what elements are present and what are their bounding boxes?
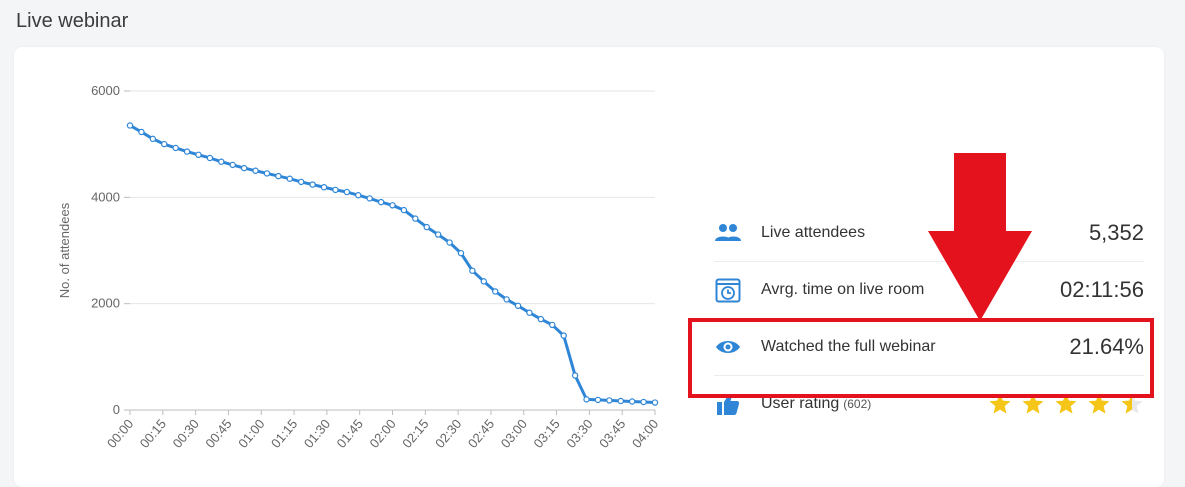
data-point bbox=[355, 192, 362, 199]
stat-watched-full: Watched the full webinar 21.64% bbox=[714, 319, 1144, 376]
stat-user-rating: User rating (602) bbox=[714, 376, 1144, 432]
data-point bbox=[366, 195, 373, 202]
data-point bbox=[571, 372, 579, 379]
x-tick-label: 01:45 bbox=[334, 416, 366, 451]
stat-label: User rating (602) bbox=[761, 395, 871, 413]
data-point bbox=[161, 140, 168, 148]
y-axis-label: No. of attendees bbox=[57, 202, 72, 298]
data-point bbox=[343, 188, 351, 196]
data-point bbox=[640, 398, 647, 406]
data-point bbox=[446, 239, 453, 246]
data-point bbox=[492, 288, 499, 295]
x-tick-label: 02:00 bbox=[366, 416, 398, 451]
x-tick-label: 02:30 bbox=[432, 416, 464, 451]
stat-label: Watched the full webinar bbox=[761, 338, 936, 355]
data-point bbox=[275, 172, 282, 180]
rating-label: User rating bbox=[761, 395, 840, 412]
page-title: Live webinar bbox=[16, 10, 129, 32]
data-point bbox=[297, 178, 305, 186]
data-point bbox=[229, 161, 236, 169]
data-point bbox=[252, 167, 259, 174]
data-point bbox=[617, 397, 624, 405]
data-point bbox=[457, 249, 465, 257]
data-point bbox=[526, 309, 533, 316]
data-point bbox=[320, 184, 328, 191]
data-point bbox=[126, 122, 134, 129]
calendar-clock-icon bbox=[714, 276, 742, 304]
y-tick-label: 2000 bbox=[91, 296, 120, 311]
x-tick-label: 01:30 bbox=[301, 416, 333, 451]
stat-value: 5,352 bbox=[1088, 220, 1144, 245]
data-point bbox=[195, 151, 202, 159]
y-tick-label: 0 bbox=[113, 402, 120, 417]
stat-value: 02:11:56 bbox=[1059, 277, 1144, 302]
data-point bbox=[263, 170, 271, 177]
people-icon bbox=[714, 219, 742, 247]
data-point bbox=[480, 278, 488, 285]
data-point bbox=[651, 399, 659, 406]
x-tick-label: 00:00 bbox=[104, 416, 136, 451]
rating-count: (602) bbox=[843, 397, 872, 411]
down-arrow-icon bbox=[928, 153, 1032, 321]
x-tick-label: 01:00 bbox=[235, 416, 267, 451]
data-point bbox=[549, 321, 556, 329]
data-point bbox=[594, 396, 602, 404]
x-tick-label: 03:00 bbox=[498, 416, 530, 451]
y-tick-label: 6000 bbox=[91, 83, 120, 98]
data-point bbox=[377, 198, 385, 206]
data-point bbox=[218, 158, 225, 165]
x-tick-label: 01:15 bbox=[268, 416, 300, 451]
data-point bbox=[240, 164, 248, 172]
star-icon bbox=[1088, 393, 1110, 414]
data-point bbox=[412, 215, 419, 222]
data-point bbox=[138, 128, 145, 136]
x-tick-label: 00:15 bbox=[137, 416, 169, 451]
stat-label: Avrg. time on live room bbox=[761, 281, 925, 298]
user-rating-highlight-box bbox=[688, 318, 1154, 398]
stat-label: Live attendees bbox=[761, 224, 866, 241]
data-point bbox=[514, 302, 522, 309]
data-point bbox=[560, 332, 567, 339]
data-point bbox=[434, 231, 442, 238]
data-point bbox=[583, 396, 590, 403]
stat-live-attendees: Live attendees 5,352 bbox=[714, 205, 1144, 262]
data-point bbox=[206, 154, 214, 162]
data-point bbox=[423, 223, 430, 231]
series-line bbox=[129, 124, 656, 405]
data-point bbox=[183, 148, 191, 155]
data-point bbox=[469, 267, 476, 274]
x-tick-label: 03:45 bbox=[596, 416, 628, 451]
y-tick-label: 4000 bbox=[91, 189, 120, 204]
rating-stars bbox=[988, 392, 1144, 416]
data-point bbox=[537, 315, 545, 323]
data-point bbox=[400, 206, 408, 214]
x-tick-label: 02:15 bbox=[399, 416, 431, 451]
data-point bbox=[149, 135, 157, 143]
stat-value: 21.64% bbox=[1069, 334, 1144, 359]
star-icon bbox=[1055, 393, 1077, 414]
x-tick-label: 00:45 bbox=[202, 416, 234, 451]
x-tick-label: 03:30 bbox=[563, 416, 595, 451]
x-tick-label: 04:00 bbox=[629, 416, 661, 451]
data-point bbox=[503, 296, 510, 303]
data-point bbox=[172, 144, 179, 152]
star-icon bbox=[989, 393, 1011, 414]
data-point bbox=[628, 398, 636, 405]
x-tick-label: 03:15 bbox=[530, 416, 562, 451]
data-point bbox=[286, 175, 293, 182]
x-tick-label: 00:30 bbox=[170, 416, 202, 451]
data-point bbox=[332, 186, 339, 194]
data-point bbox=[309, 181, 316, 188]
thumbs-up-icon bbox=[714, 390, 742, 418]
stats-panel: Live attendees 5,352 Avrg. time on live … bbox=[714, 205, 1144, 432]
star-icon bbox=[1022, 393, 1044, 414]
data-point bbox=[389, 202, 396, 209]
star-icon bbox=[1121, 393, 1143, 414]
eye-icon bbox=[714, 333, 742, 361]
x-tick-label: 02:45 bbox=[465, 416, 497, 451]
data-point bbox=[606, 397, 613, 404]
